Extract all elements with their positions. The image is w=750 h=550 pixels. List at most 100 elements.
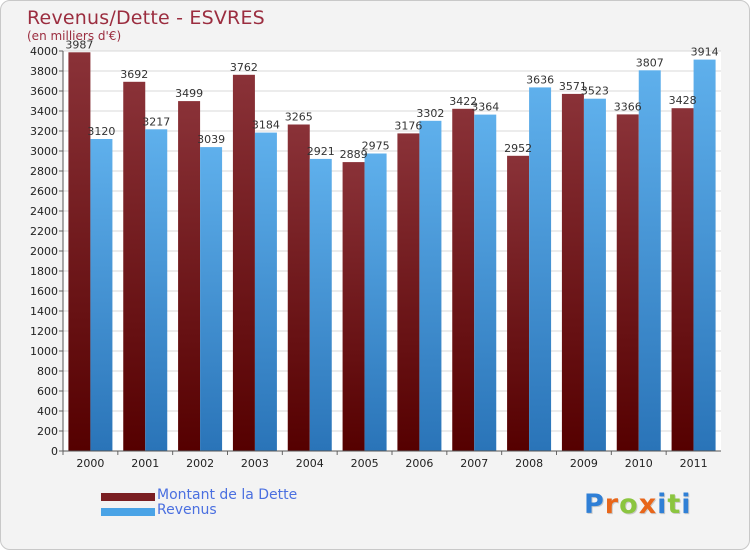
- x-tick-label: 2006: [405, 457, 433, 470]
- y-tick-label: 2000: [30, 245, 58, 258]
- y-tick-label: 600: [37, 385, 58, 398]
- legend-swatch-revenus: [101, 508, 155, 516]
- data-label: 3217: [142, 115, 170, 128]
- bar-revenus: [529, 87, 552, 452]
- y-tick-label: 800: [37, 365, 58, 378]
- y-tick-label: 1600: [30, 285, 58, 298]
- bar-dette: [232, 74, 255, 452]
- x-tick-label: 2004: [296, 457, 324, 470]
- y-tick-label: 400: [37, 405, 58, 418]
- x-tick-label: 2010: [625, 457, 653, 470]
- legend-label-revenus: Revenus: [157, 502, 217, 518]
- logo-letter: t: [667, 489, 682, 520]
- data-label: 3807: [636, 56, 664, 69]
- logo-letter: o: [619, 489, 639, 520]
- legend-swatch-dette: [101, 493, 155, 501]
- chart-title: Revenus/Dette - ESVRES: [27, 7, 265, 29]
- y-tick-label: 3600: [30, 85, 58, 98]
- data-label: 3987: [65, 38, 93, 51]
- bar-dette: [68, 52, 91, 452]
- x-tick-label: 2009: [570, 457, 598, 470]
- data-label: 2889: [340, 148, 368, 161]
- y-tick-label: 3200: [30, 125, 58, 138]
- y-tick-label: 2800: [30, 165, 58, 178]
- logo-letter: x: [638, 489, 658, 520]
- bars: [68, 52, 716, 452]
- bar-dette: [671, 108, 694, 451]
- data-label: 3914: [691, 46, 719, 59]
- bar-revenus: [638, 70, 661, 452]
- data-label: 3184: [252, 119, 280, 132]
- bar-dette: [342, 162, 365, 451]
- y-tick-label: 0: [51, 445, 58, 458]
- data-label: 3039: [197, 133, 225, 146]
- bar-dette: [178, 101, 201, 451]
- bar-revenus: [693, 59, 716, 451]
- data-label: 2952: [504, 142, 532, 155]
- grid: [63, 50, 721, 452]
- x-tick-label: 2007: [460, 457, 488, 470]
- data-labels: 3987 3120 3692 3217 3499 3039 3762 3184 3265 2921…: [65, 38, 718, 161]
- bar-dette: [397, 133, 420, 451]
- y-tick-label: 200: [37, 425, 58, 438]
- y-tick-label: 1800: [30, 265, 58, 278]
- axes: 0 200 400 600 800 1000 1200 1400 1600 1800 2000 220…: [30, 45, 721, 470]
- y-tick-label: 3400: [30, 105, 58, 118]
- data-label: 2921: [307, 145, 335, 158]
- bar-dette: [287, 124, 310, 451]
- bar-revenus: [309, 158, 332, 451]
- y-tick-label: 4000: [30, 45, 58, 58]
- data-label: 3692: [120, 68, 148, 81]
- data-label: 3366: [614, 100, 642, 113]
- bar-revenus: [583, 98, 606, 451]
- data-label: 3265: [285, 111, 313, 124]
- data-label: 3422: [449, 95, 477, 108]
- data-label: 3571: [559, 80, 587, 93]
- bar-revenus: [200, 147, 223, 451]
- legend-label-dette: Montant de la Dette: [157, 487, 298, 503]
- x-tick-label: 2008: [515, 457, 543, 470]
- y-tick-label: 3800: [30, 65, 58, 78]
- data-label: 3499: [175, 87, 203, 100]
- x-tick-label: 2003: [241, 457, 269, 470]
- chart-subtitle: (en milliers d'€): [27, 29, 122, 43]
- y-tick-label: 1400: [30, 305, 58, 318]
- logo-letter: P: [584, 489, 605, 520]
- x-tick-label: 2002: [186, 457, 214, 470]
- bar-dette: [561, 93, 584, 452]
- bar-dette: [616, 114, 639, 452]
- logo-letter: r: [604, 489, 620, 520]
- data-label: 3120: [87, 125, 115, 138]
- logo-letter: i: [657, 489, 668, 520]
- bar-revenus: [474, 114, 497, 451]
- bar-revenus: [364, 153, 387, 451]
- bar-dette: [452, 108, 475, 452]
- bar-revenus: [90, 139, 113, 451]
- data-label: 3428: [669, 94, 697, 107]
- data-label: 3364: [471, 101, 499, 114]
- bar-dette: [123, 81, 146, 452]
- data-label: 3762: [230, 61, 258, 74]
- bar-revenus: [419, 120, 442, 452]
- x-tick-label: 2000: [76, 457, 104, 470]
- y-tick-label: 1000: [30, 345, 58, 358]
- data-label: 3302: [416, 107, 444, 120]
- bar-revenus: [145, 129, 168, 452]
- y-tick-label: 2400: [30, 205, 58, 218]
- y-tick-label: 1200: [30, 325, 58, 338]
- y-tick-label: 2200: [30, 225, 58, 238]
- x-tick-label: 2011: [680, 457, 708, 470]
- logo-letter: i: [681, 489, 692, 520]
- data-label: 2975: [362, 140, 390, 153]
- x-tick-label: 2005: [351, 457, 379, 470]
- proxiti-logo: Proxiti: [584, 489, 692, 520]
- y-tick-label: 2600: [30, 185, 58, 198]
- y-tick-label: 3000: [30, 145, 58, 158]
- bar-revenus: [254, 132, 277, 451]
- data-label: 3176: [394, 119, 422, 132]
- x-tick-label: 2001: [131, 457, 159, 470]
- bar-dette: [507, 155, 530, 452]
- data-label: 3636: [526, 73, 554, 86]
